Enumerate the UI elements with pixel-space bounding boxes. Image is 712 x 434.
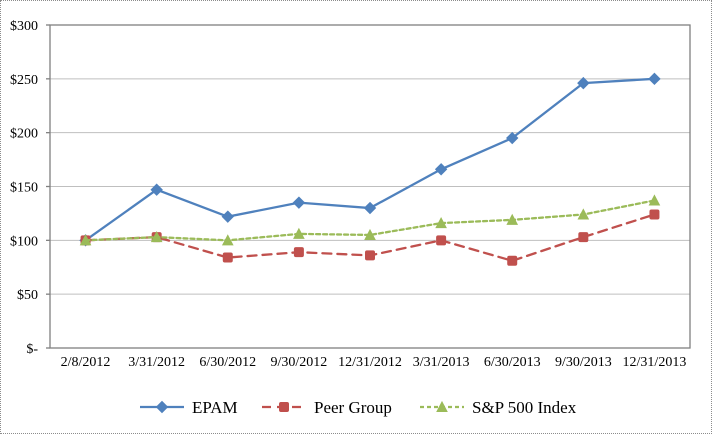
x-axis-label: 9/30/2012 bbox=[270, 355, 327, 370]
series-marker-epam bbox=[648, 72, 661, 86]
series-marker-epam bbox=[292, 196, 306, 209]
series-marker-epam bbox=[363, 201, 377, 215]
series-marker-s-p-500-index bbox=[435, 217, 447, 229]
y-axis-label: $250 bbox=[10, 73, 38, 88]
x-axis-label: 6/30/2012 bbox=[199, 355, 256, 370]
series-marker-epam bbox=[577, 76, 590, 90]
y-axis-label: $150 bbox=[10, 181, 38, 196]
x-axis-label: 2/8/2012 bbox=[61, 355, 111, 370]
series-marker-peer-group bbox=[507, 255, 518, 266]
legend-label-epam: EPAM bbox=[192, 398, 238, 417]
y-axis-label: $50 bbox=[17, 288, 38, 303]
series-marker-s-p-500-index bbox=[577, 208, 590, 220]
series-marker-s-p-500-index bbox=[293, 227, 305, 239]
series-marker-peer-group bbox=[649, 209, 660, 220]
series-marker-s-p-500-index bbox=[648, 194, 661, 206]
legend-marker-s-p-500-index bbox=[436, 400, 448, 412]
series-marker-peer-group bbox=[578, 232, 589, 243]
x-axis-label: 3/31/2012 bbox=[128, 355, 185, 370]
legend-marker-epam bbox=[155, 400, 169, 414]
series-marker-s-p-500-index bbox=[150, 231, 163, 243]
legend-marker-peer-group bbox=[279, 402, 289, 412]
series-marker-peer-group bbox=[436, 235, 447, 246]
series-marker-s-p-500-index bbox=[79, 234, 92, 246]
y-axis-label: $300 bbox=[10, 19, 38, 34]
series-marker-peer-group bbox=[293, 247, 304, 258]
series-marker-peer-group bbox=[365, 250, 375, 261]
y-axis-label: $200 bbox=[10, 127, 38, 142]
series-marker-s-p-500-index bbox=[364, 228, 376, 240]
series-marker-epam bbox=[506, 131, 519, 145]
x-axis-label: 3/31/2013 bbox=[413, 355, 470, 370]
y-axis-label: $100 bbox=[10, 234, 38, 249]
legend-label-peer-group: Peer Group bbox=[314, 398, 392, 417]
x-axis-label: 9/30/2013 bbox=[555, 355, 612, 370]
x-axis-label: 6/30/2013 bbox=[484, 355, 541, 370]
series-marker-epam bbox=[221, 210, 234, 223]
series-marker-s-p-500-index bbox=[506, 213, 519, 225]
legend-label-s-p-500-index: S&P 500 Index bbox=[472, 398, 577, 417]
y-axis-label: $- bbox=[26, 342, 38, 357]
series-marker-epam bbox=[434, 163, 448, 176]
series-marker-epam bbox=[150, 183, 163, 196]
series-marker-peer-group bbox=[222, 252, 233, 263]
series-marker-s-p-500-index bbox=[221, 234, 234, 246]
x-axis-label: 12/31/2012 bbox=[338, 355, 402, 370]
x-axis-label: 12/31/2013 bbox=[623, 355, 687, 370]
